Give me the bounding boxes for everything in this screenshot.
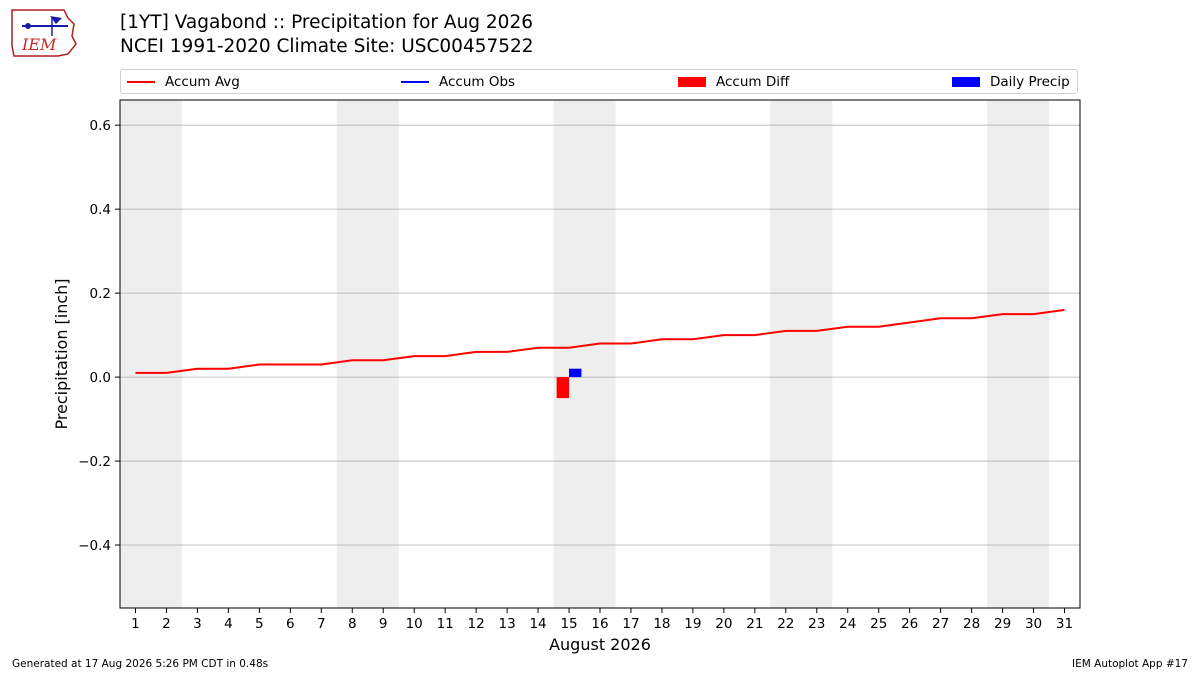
y-tick-label: 0.4	[90, 202, 111, 218]
x-axis-label: August 2026	[549, 635, 651, 654]
legend-item-accum-avg: Accum Avg	[127, 70, 240, 93]
x-tick-label: 29	[994, 616, 1011, 632]
x-tick-label: 16	[591, 616, 608, 632]
iem-logo: IEM	[11, 9, 77, 57]
weekend-shade	[770, 100, 833, 608]
x-tick-label: 13	[499, 616, 516, 632]
legend-label: Accum Diff	[716, 73, 790, 90]
plot-frame	[119, 99, 1081, 609]
x-tick-label: 14	[529, 616, 546, 632]
x-tick-label: 10	[406, 616, 423, 632]
y-tick-label: 0.2	[90, 286, 111, 302]
chart-subtitle: NCEI 1991-2020 Climate Site: USC00457522	[120, 36, 534, 57]
logo-text: IEM	[21, 35, 57, 54]
weekend-shade	[120, 100, 182, 608]
x-tick-label: 26	[901, 616, 918, 632]
x-tick-label: 25	[870, 616, 887, 632]
x-tick-label: 17	[622, 616, 639, 632]
x-tick-label: 19	[684, 616, 701, 632]
y-axis-label: Precipitation [inch]	[52, 278, 71, 429]
x-tick-label: 12	[468, 616, 485, 632]
x-tick-label: 6	[286, 616, 295, 632]
legend-label: Daily Precip	[990, 73, 1070, 90]
legend-swatch-accum-obs	[401, 80, 429, 83]
legend-label: Accum Obs	[439, 73, 516, 90]
legend-swatch-accum-avg	[127, 80, 155, 83]
generated-timestamp: Generated at 17 Aug 2026 5:26 PM CDT in …	[12, 658, 269, 670]
x-tick-label: 9	[379, 616, 388, 632]
legend-item-accum-diff: Accum Diff	[678, 70, 789, 93]
y-tick-label: −0.2	[78, 454, 111, 470]
bar-daily-precip	[569, 368, 582, 378]
legend-label: Accum Avg	[165, 73, 240, 90]
x-tick-label: 11	[437, 616, 454, 632]
x-tick-label: 28	[963, 616, 980, 632]
x-tick-label: 4	[224, 616, 233, 632]
x-tick-label: 31	[1056, 616, 1073, 632]
app-credit: IEM Autoplot App #17	[1072, 658, 1188, 670]
x-tick-label: 1	[131, 616, 140, 632]
chart-title: [1YT] Vagabond :: Precipitation for Aug …	[120, 12, 533, 33]
x-tick-label: 23	[808, 616, 825, 632]
y-tick-label: −0.4	[78, 538, 111, 554]
x-tick-label: 24	[839, 616, 856, 632]
legend-swatch-accum-diff	[678, 76, 706, 87]
weekend-shade	[336, 100, 399, 608]
x-tick-label: 3	[193, 616, 202, 632]
legend-item-daily-precip: Daily Precip	[952, 70, 1070, 93]
x-tick-label: 30	[1025, 616, 1042, 632]
x-tick-label: 5	[255, 616, 264, 632]
x-tick-label: 15	[560, 616, 577, 632]
x-tick-label: 22	[777, 616, 794, 632]
x-tick-label: 21	[746, 616, 763, 632]
x-tick-label: 27	[932, 616, 949, 632]
x-tick-label: 7	[317, 616, 326, 632]
legend: Accum Avg Accum Obs Accum Diff Daily Pre…	[120, 69, 1078, 94]
x-tick-label: 2	[162, 616, 171, 632]
weekend-shade	[987, 100, 1050, 608]
x-tick-label: 18	[653, 616, 670, 632]
y-tick-label: 0.6	[90, 118, 111, 134]
y-tick-label: 0.0	[90, 370, 111, 386]
legend-swatch-daily-precip	[952, 76, 980, 87]
weekend-shade	[553, 100, 616, 608]
bar-accum-diff	[556, 377, 570, 399]
x-tick-label: 20	[715, 616, 732, 632]
x-tick-label: 8	[348, 616, 357, 632]
series-line-accum-avg	[135, 308, 1065, 374]
legend-item-accum-obs: Accum Obs	[401, 70, 515, 93]
